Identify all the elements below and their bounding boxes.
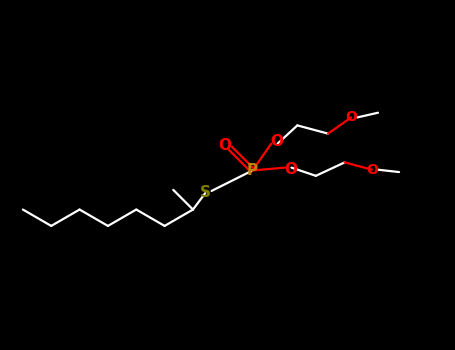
Text: S: S [200,185,211,200]
Text: O: O [366,163,378,177]
Text: O: O [284,162,297,177]
Text: P: P [247,163,258,178]
Text: O: O [218,138,231,153]
Text: O: O [345,111,357,125]
Text: O: O [270,134,283,149]
